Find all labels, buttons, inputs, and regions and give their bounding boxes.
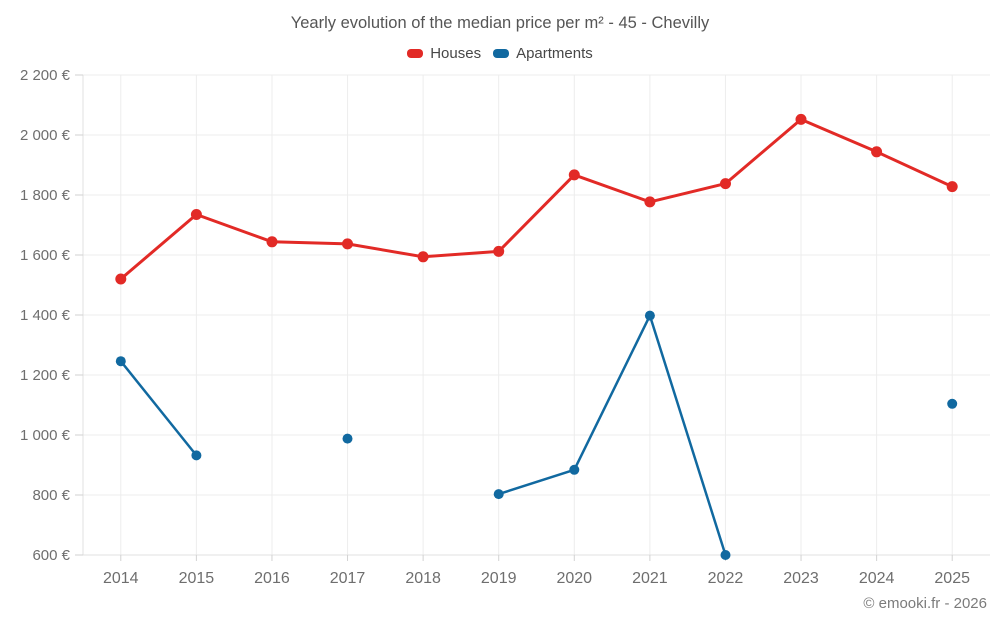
houses-point-2021[interactable] [644,196,656,208]
legend-item-houses[interactable]: Houses [407,45,481,62]
apartments-point-2015[interactable] [191,450,202,461]
houses-series [115,113,958,285]
x-tick-label: 2024 [859,570,895,587]
copyright: © emooki.fr - 2026 [863,595,987,612]
apartments-point-2019[interactable] [493,489,504,500]
legend-item-apartments[interactable]: Apartments [493,45,593,62]
houses-point-2016[interactable] [266,236,278,248]
y-tick-label: 800 € [32,487,70,504]
y-tick-label: 2 200 € [20,67,71,84]
x-tick-label: 2022 [708,570,744,587]
apartments-point-2022[interactable] [720,550,731,560]
y-tick-label: 1 000 € [20,427,71,444]
apartments-point-2014[interactable] [115,356,126,367]
houses-point-2017[interactable] [342,238,353,250]
chart-title: Yearly evolution of the median price per… [290,14,710,32]
houses-point-2015[interactable] [190,209,202,220]
y-tick-label: 1 800 € [20,187,71,204]
apartments-series [115,310,958,560]
x-tick-label: 2025 [934,570,970,587]
legend: Houses Apartments [0,45,1000,62]
y-tick-label: 1 600 € [20,247,71,264]
apartments-point-2021[interactable] [644,310,655,321]
houses-legend-label: Houses [430,45,482,62]
apartments-line [119,359,198,457]
x-tick-label: 2014 [103,570,139,587]
apartments-point-2020[interactable] [569,464,580,475]
x-tick-label: 2018 [405,570,441,587]
apartments-legend-label: Apartments [516,45,593,62]
x-tick-label: 2019 [481,570,517,587]
x-tick-label: 2023 [783,570,819,587]
axes [75,74,990,561]
y-tick-label: 600 € [32,547,70,564]
houses-legend-swatch [407,49,424,58]
houses-point-2022[interactable] [720,178,731,190]
houses-point-2018[interactable] [417,251,429,263]
houses-point-2023[interactable] [795,113,807,125]
houses-point-2024[interactable] [871,146,883,158]
houses-point-2014[interactable] [115,273,127,285]
x-tick-label: 2015 [179,570,215,587]
apartments-point-2025[interactable] [947,398,958,409]
axis-labels: 600 € 800 € 1 000 € 1 200 € 1 400 € 1 600 € 1 … [20,67,970,587]
houses-point-2020[interactable] [568,169,580,181]
y-tick-label: 1 200 € [20,367,71,384]
houses-line [119,117,954,281]
x-tick-label: 2021 [632,570,668,587]
y-tick-label: 2 000 € [20,127,71,144]
apartments-point-2017[interactable] [342,433,353,444]
x-tick-label: 2020 [556,570,592,587]
y-tick-label: 1 400 € [20,307,71,324]
apartments-legend-swatch [493,49,510,58]
houses-point-2019[interactable] [493,245,505,257]
x-tick-label: 2017 [330,570,366,587]
houses-point-2025[interactable] [946,181,958,193]
apartments-line [497,314,727,557]
x-tick-label: 2016 [254,570,290,587]
